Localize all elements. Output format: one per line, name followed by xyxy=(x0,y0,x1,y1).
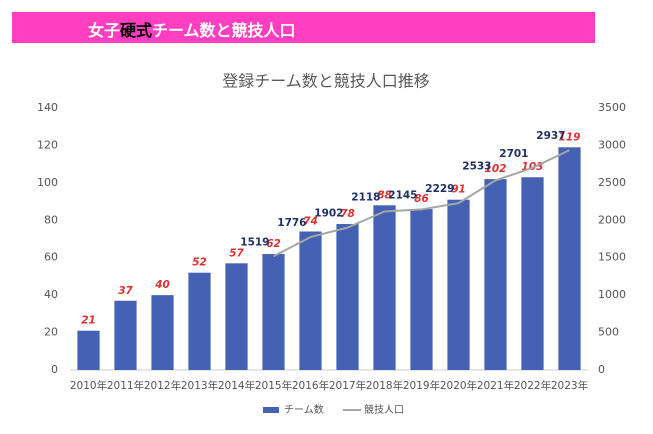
bar xyxy=(299,231,322,370)
legend-label: 競技人口 xyxy=(364,403,404,416)
y2-tick-label: 500 xyxy=(598,326,619,339)
line-value-label: 2937 xyxy=(536,130,565,142)
y-tick-label: 40 xyxy=(44,288,58,301)
line-value-label: 2229 xyxy=(425,183,454,195)
bar-value-label: 40 xyxy=(154,279,170,291)
y2-tick-label: 1500 xyxy=(598,251,626,264)
x-tick-label: 2017年 xyxy=(329,379,366,392)
line-value-label: 1902 xyxy=(314,208,343,220)
bar xyxy=(225,263,248,370)
y-tick-label: 20 xyxy=(44,326,58,339)
bar-value-label: 78 xyxy=(340,208,355,220)
banner-text: 女子 xyxy=(88,21,121,40)
x-tick-label: 2021年 xyxy=(477,379,514,392)
x-tick-label: 2010年 xyxy=(70,379,107,392)
bar-value-label: 74 xyxy=(303,216,318,228)
x-tick-label: 2013年 xyxy=(181,379,218,392)
bar xyxy=(521,177,544,370)
chart-title: 登録チーム数と競技人口推移 xyxy=(222,72,430,91)
line-value-label: 2701 xyxy=(499,148,528,160)
x-tick-label: 2023年 xyxy=(551,379,588,392)
y-tick-label: 140 xyxy=(37,101,58,114)
x-tick-label: 2014年 xyxy=(218,379,255,392)
x-tick-label: 2015年 xyxy=(255,379,292,392)
legend-swatch xyxy=(263,407,279,413)
bar-value-label: 52 xyxy=(192,257,207,269)
y2-tick-label: 1000 xyxy=(598,288,626,301)
x-tick-label: 2018年 xyxy=(366,379,403,392)
bar xyxy=(77,330,100,370)
bar-value-label: 86 xyxy=(414,193,429,205)
y-tick-label: 80 xyxy=(44,213,58,226)
legend-label: チーム数 xyxy=(284,403,324,416)
bar-value-label: 102 xyxy=(485,163,507,175)
y-tick-label: 100 xyxy=(37,176,58,189)
line-value-label: 1776 xyxy=(277,217,306,229)
y2-tick-label: 2500 xyxy=(598,176,626,189)
x-tick-label: 2022年 xyxy=(514,379,551,392)
line-value-label: 2145 xyxy=(388,189,417,201)
bar-value-label: 57 xyxy=(229,247,244,259)
bar-value-label: 37 xyxy=(118,285,133,297)
y-tick-label: 120 xyxy=(37,138,58,151)
bar-value-label: 88 xyxy=(377,189,392,201)
line-value-label: 2118 xyxy=(351,191,380,203)
x-tick-label: 2011年 xyxy=(107,379,144,392)
line-value-label: 1519 xyxy=(240,236,269,248)
bar xyxy=(373,205,396,370)
banner: 女子 硬式 チーム数と競技人口 xyxy=(12,12,595,43)
bar xyxy=(484,179,507,370)
banner-text: チーム数と競技人口 xyxy=(152,21,296,40)
bar xyxy=(558,147,581,370)
bar xyxy=(447,199,470,370)
bar xyxy=(410,209,433,370)
bar xyxy=(188,272,211,370)
bar xyxy=(114,300,137,370)
y2-tick-label: 3500 xyxy=(598,101,626,114)
bar-value-label: 91 xyxy=(451,184,466,196)
y2-tick-label: 3000 xyxy=(598,138,626,151)
x-tick-label: 2012年 xyxy=(144,379,181,392)
bar-value-label: 21 xyxy=(81,315,96,327)
y-tick-label: 60 xyxy=(44,251,58,264)
line xyxy=(273,149,570,258)
bar xyxy=(336,224,359,370)
bar xyxy=(151,295,174,370)
line-value-label: 2533 xyxy=(462,160,491,172)
y2-tick-label: 2000 xyxy=(598,213,626,226)
x-tick-label: 2016年 xyxy=(292,379,329,392)
bar-value-label: 62 xyxy=(266,238,281,250)
banner-text: 硬式 xyxy=(120,21,153,40)
bar xyxy=(262,253,285,370)
y2-tick-label: 0 xyxy=(598,363,605,376)
x-tick-label: 2020年 xyxy=(440,379,477,392)
bar-value-label: 119 xyxy=(559,131,581,143)
x-tick-label: 2019年 xyxy=(403,379,440,392)
y-tick-label: 0 xyxy=(51,363,58,376)
